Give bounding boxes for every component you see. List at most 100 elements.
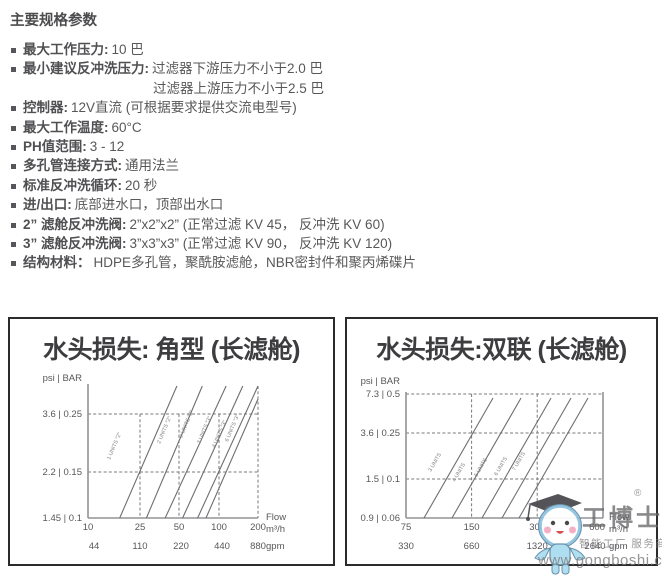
- watermark-url: www.gongboshi.com: [538, 552, 662, 569]
- bullet-square-icon: [11, 106, 16, 112]
- x-axis-labels: 10 25 50 100 200 44 110 220 440 880 Flow…: [83, 512, 286, 552]
- spec-label: 2” 滤舱反冲洗阀:: [23, 216, 127, 232]
- y-axis-labels: psi | BAR 7.3 | 0.5 3.6 | 0.25 1.5 | 0.1…: [361, 376, 401, 524]
- x-tick-label: 150: [464, 522, 480, 533]
- spec-item: 3” 滤舱反冲洗阀: 3”x3”x3” (正常过滤 KV 90， 反冲洗 KV 1…: [0, 234, 662, 253]
- bullet-square-icon: [11, 183, 16, 189]
- y-tick-label: 7.3 | 0.5: [366, 389, 400, 400]
- x-axis-labels: 75 150 300 600 330 660 1320 2640 Flow m³…: [398, 512, 629, 552]
- series-label: 1 UNITS "2": [106, 432, 123, 461]
- series-label: 2 UNITS "3": [178, 410, 195, 439]
- flow-unit-m3h: m³/h: [609, 524, 628, 535]
- spec-value: 底部进水口，顶部出水口: [74, 197, 224, 213]
- y-axis-unit-label: psi | BAR: [361, 376, 401, 387]
- x-tick-label: 50: [174, 522, 185, 533]
- head-loss-curves: [119, 385, 259, 519]
- bullet-square-icon: [11, 261, 16, 267]
- spec-label: 控制器:: [23, 100, 68, 116]
- y-tick-label: 3.6 | 0.25: [43, 409, 82, 420]
- chart-title-angular: 水头损失: 角型 (长滤舱): [43, 336, 300, 364]
- spec-label: 最大工作温度:: [23, 119, 109, 135]
- spec-item: 标准反冲洗循环: 20 秒: [0, 176, 662, 195]
- spec-value: 60°C: [111, 119, 142, 135]
- spec-item: 最大工作压力: 10 巴: [0, 40, 662, 59]
- gpm-tick-label: 110: [132, 541, 147, 552]
- y-axis-unit-label: psi | BAR: [43, 373, 83, 384]
- spec-item: 最小建议反冲洗压力: 过滤器下游压力不小于2.0 巴: [0, 59, 662, 78]
- x-tick-label: 100: [211, 522, 227, 533]
- chart-box-angular: 水头损失: 角型 (长滤舱): [8, 317, 335, 566]
- chart-box-dual: 水头损失:双联 (长滤舱) 3 UNITS: [345, 317, 658, 566]
- spec-label: 最大工作压力:: [23, 42, 109, 57]
- spec-item: 最大工作温度: 60°C: [0, 118, 662, 137]
- bullet-square-icon: [11, 242, 16, 248]
- series-label: 5 UNITS: [474, 457, 490, 478]
- spec-label: 3” 滤舱反冲洗阀:: [23, 236, 127, 252]
- x-tick-label: 75: [401, 522, 412, 533]
- robot-mascot-icon: [526, 494, 586, 575]
- watermark-gongboshi: ® 工博士 智能工厂 服务商 www.gongboshi.com: [516, 486, 662, 578]
- spec-label: 结构材料：: [23, 255, 91, 271]
- spec-label: 多孔管连接方式:: [23, 158, 122, 174]
- flow-label: Flow: [609, 512, 629, 523]
- spec-value: 10 巴: [111, 42, 144, 57]
- head-loss-chart-angular: 1 UNITS "2" 2 UNITS "2" 2 UNITS "3" 3 UN…: [43, 373, 287, 552]
- spec-value: 20 秒: [125, 177, 158, 193]
- axes: [87, 384, 258, 519]
- spec-value: 3 - 12: [89, 139, 125, 155]
- spec-item: PH值范围: 3 - 12: [0, 137, 662, 156]
- gpm-tick-label: 440: [214, 541, 230, 552]
- page-title: 主要规格参数: [10, 13, 97, 29]
- y-axis-labels: psi | BAR 3.6 | 0.25 2.2 | 0.15 1.45 | 0…: [43, 373, 83, 524]
- bullet-square-icon: [11, 164, 16, 170]
- spec-value: 3”x3”x3” (正常过滤 KV 90， 反冲洗 KV 120): [129, 236, 393, 252]
- series-label: 3 UNITS "3": [196, 416, 213, 445]
- y-tick-label: 1.45 | 0.1: [43, 513, 82, 524]
- gpm-tick-label: 1320: [527, 541, 548, 552]
- y-tick-label: 3.6 | 0.25: [361, 428, 400, 439]
- spec-continuation: 过滤器上游压力不小于2.5 巴: [153, 80, 325, 96]
- x-tick-label: 600: [589, 522, 605, 533]
- flow-label: Flow: [266, 512, 286, 523]
- spec-value: 2”x2”x2” (正常过滤 KV 45， 反冲洗 KV 60): [129, 216, 385, 232]
- head-loss-curves: [423, 397, 589, 519]
- bullet-square-icon: [11, 67, 16, 73]
- spec-item: 结构材料： HDPE多孔管，聚酰胺滤舱，NBR密封件和聚丙烯碟片: [0, 253, 662, 272]
- watermark-tagline: 智能工厂 服务商: [579, 538, 662, 550]
- spec-item: 进/出口: 底部进水口，顶部出水口: [0, 195, 662, 214]
- gpm-tick-label: 220: [173, 541, 189, 552]
- spec-item: 控制器: 12V直流 (可根据要求提供交流电型号): [0, 98, 662, 117]
- x-tick-label: 200: [250, 522, 266, 533]
- spec-item: 多孔管连接方式: 通用法兰: [0, 156, 662, 175]
- x-tick-label: 300: [529, 522, 545, 533]
- flow-unit-m3h: m³/h: [266, 524, 285, 535]
- series-label: 7 UNITS: [512, 451, 528, 472]
- spec-item: 2” 滤舱反冲洗阀: 2”x2”x2” (正常过滤 KV 45， 反冲洗 KV 6…: [0, 215, 662, 234]
- gpm-tick-label: 330: [398, 541, 414, 552]
- bullet-square-icon: [11, 48, 16, 53]
- spec-label: 最小建议反冲洗压力:: [23, 61, 149, 77]
- flow-unit-gpm: gpm: [609, 541, 628, 552]
- head-loss-chart-dual: 3 UNITS 4 UNITS 5 UNITS 6 UNITS 7 UNITS …: [361, 376, 630, 552]
- spec-value: 12V直流 (可根据要求提供交流电型号): [71, 100, 297, 116]
- gpm-tick-label: 880: [250, 541, 266, 552]
- y-tick-label: 0.9 | 0.06: [361, 513, 400, 524]
- gpm-tick-label: 44: [89, 541, 100, 552]
- series-labels: 3 UNITS 4 UNITS 5 UNITS 6 UNITS 7 UNITS: [428, 451, 528, 483]
- registered-mark: ®: [634, 488, 642, 499]
- bullet-square-icon: [11, 203, 16, 209]
- bullet-square-icon: [11, 222, 16, 228]
- watermark-brand: 工博士: [582, 506, 662, 532]
- series-label: 4 UNITS "3": [211, 420, 228, 449]
- flow-unit-gpm: gpm: [266, 541, 285, 552]
- grid-dashed: [406, 393, 603, 518]
- spec-label: 进/出口:: [23, 197, 72, 213]
- bullet-square-icon: [11, 145, 16, 151]
- series-label: 3 UNITS: [428, 452, 444, 473]
- spec-label: PH值范围:: [23, 139, 87, 155]
- chart-title-dual: 水头损失:双联 (长滤舱): [376, 336, 627, 364]
- series-label: 2 UNITS "2": [156, 416, 173, 445]
- spec-label: 标准反冲洗循环:: [23, 177, 122, 193]
- spec-value: 过滤器下游压力不小于2.0 巴: [152, 61, 324, 77]
